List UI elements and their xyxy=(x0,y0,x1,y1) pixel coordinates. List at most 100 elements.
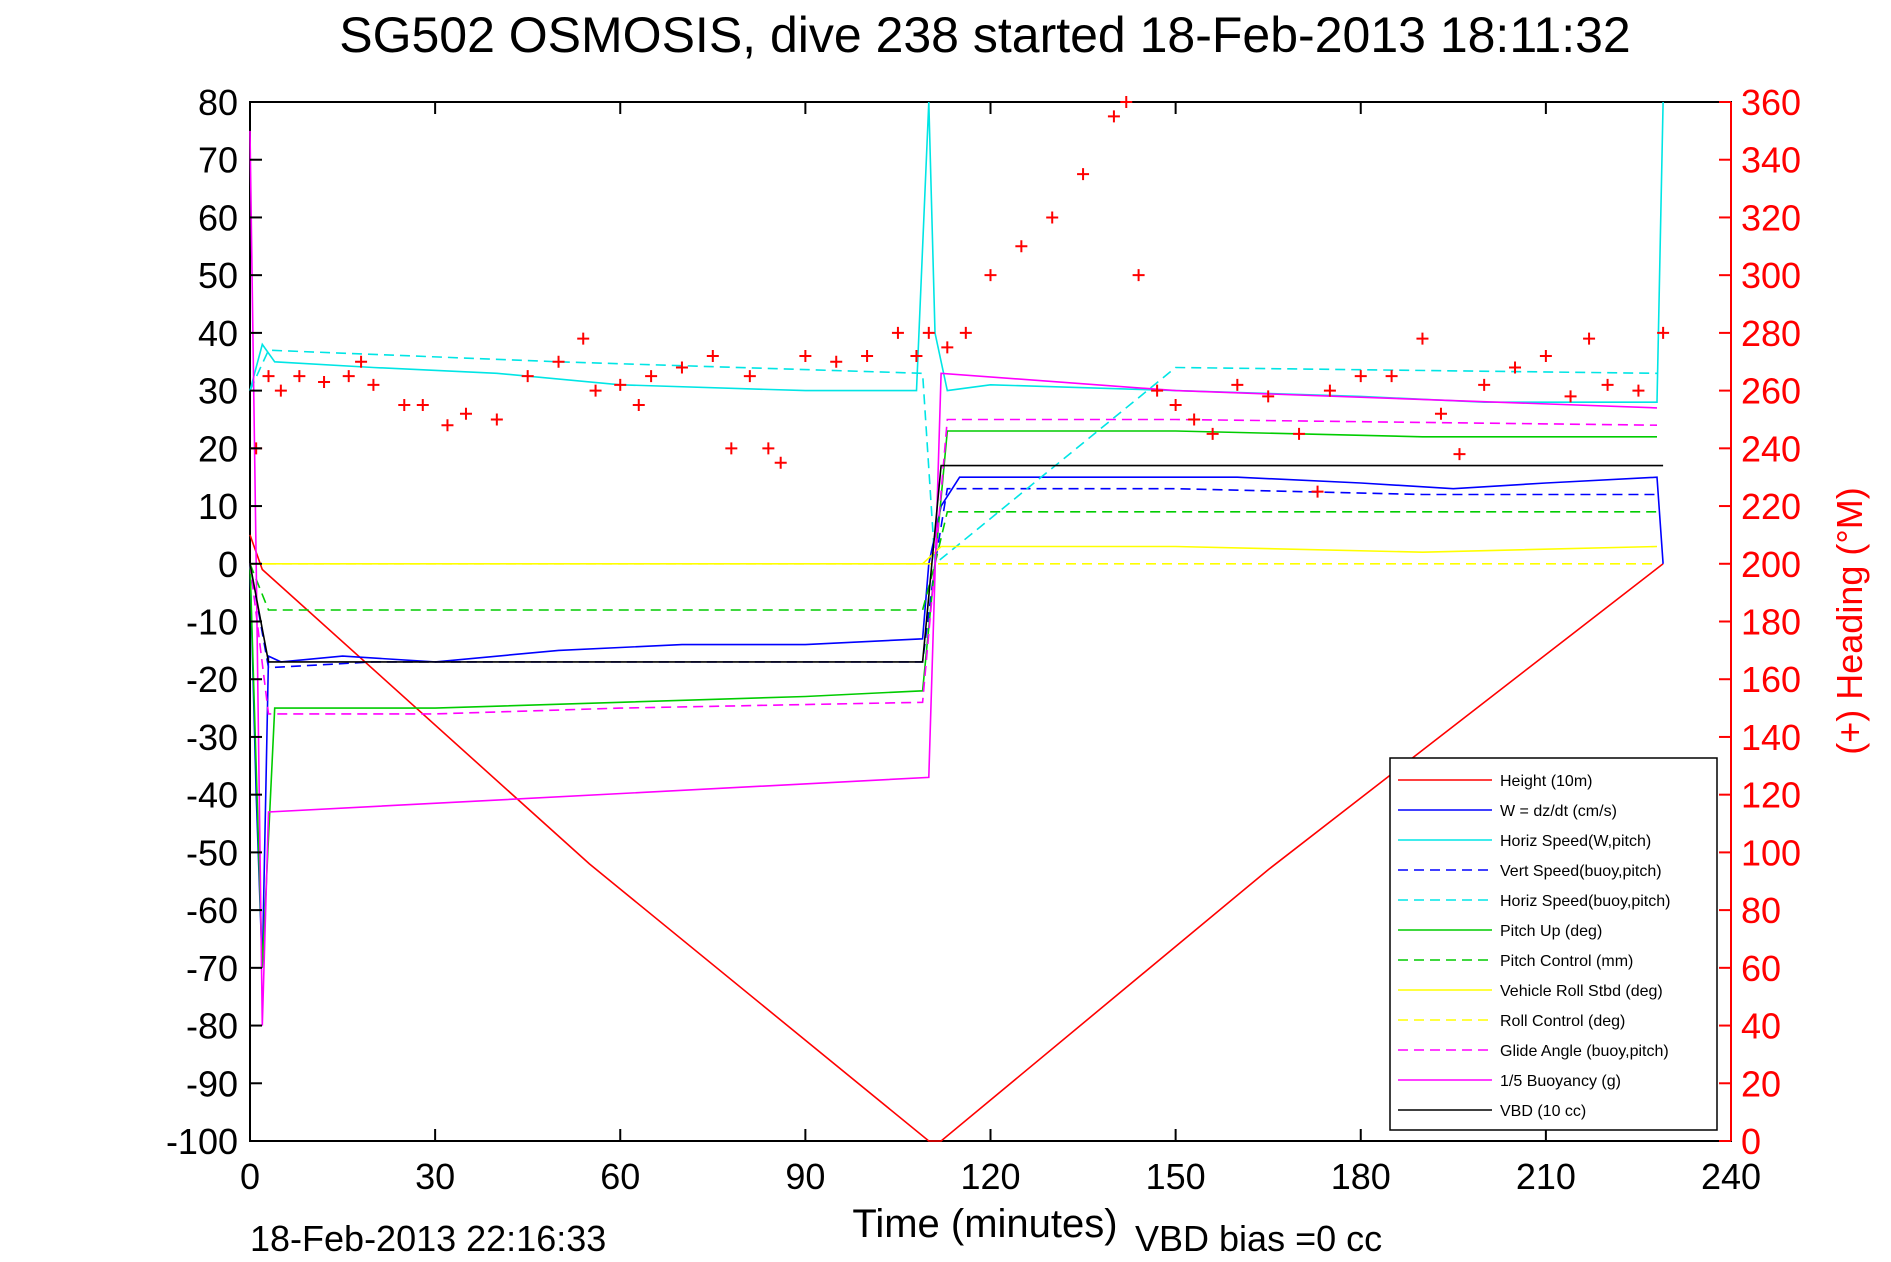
y-tick-label: -30 xyxy=(186,717,238,758)
heading-point xyxy=(1657,326,1670,339)
y-tick-label: 60 xyxy=(198,197,238,238)
y-axis-left: 80 70 60 50 40 30 20 10 0 -10 -20 -30 -40 -50 -60 -70 -8… xyxy=(166,82,262,1162)
x-tick-label: 240 xyxy=(1701,1156,1761,1197)
heading-point xyxy=(1509,361,1522,374)
y2-tick-label: 0 xyxy=(1741,1121,1761,1162)
heading-point xyxy=(614,378,627,391)
legend-entry: Horiz Speed(W,pitch) xyxy=(1500,833,1651,850)
heading-point xyxy=(1046,211,1059,224)
y-axis-right: 3603403203002802602402202001801601401201… xyxy=(1719,82,1801,1162)
heading-point xyxy=(799,349,812,362)
y-tick-label: 40 xyxy=(198,313,238,354)
heading-point xyxy=(1539,349,1552,362)
series-group xyxy=(249,101,1664,1142)
y-tick-label: 50 xyxy=(198,255,238,296)
y-tick-label: 20 xyxy=(198,428,238,469)
heading-point xyxy=(293,370,306,383)
heading-point xyxy=(1262,390,1275,403)
y-tick-label: -60 xyxy=(186,890,238,931)
heading-point xyxy=(342,370,355,383)
y2-tick-label: 320 xyxy=(1741,197,1801,238)
y-tick-label: -10 xyxy=(186,602,238,643)
y2-tick-label: 20 xyxy=(1741,1063,1781,1104)
heading-point xyxy=(318,375,331,388)
y-tick-label: -100 xyxy=(166,1121,238,1162)
heading-point xyxy=(910,349,923,362)
heading-point xyxy=(725,442,738,455)
heading-point xyxy=(645,370,658,383)
heading-point xyxy=(521,370,534,383)
heading-point xyxy=(984,269,997,282)
x-tick-label: 150 xyxy=(1146,1156,1206,1197)
legend: Height (10m) W = dz/dt (cm/s) Horiz Speed(… xyxy=(1389,757,1718,1131)
heading-point xyxy=(441,419,454,432)
heading-point xyxy=(1206,427,1219,440)
heading-point xyxy=(355,355,368,368)
heading-markers xyxy=(250,96,1670,498)
footer-timestamp: 18-Feb-2013 22:16:33 xyxy=(250,1218,606,1259)
y2-tick-label: 300 xyxy=(1741,255,1801,296)
heading-point xyxy=(1583,332,1596,345)
series-line-7 xyxy=(250,545,1658,565)
legend-entry: Pitch Up (deg) xyxy=(1500,923,1602,940)
legend-entry: Glide Angle (buoy,pitch) xyxy=(1500,1043,1669,1060)
heading-point xyxy=(577,332,590,345)
heading-point xyxy=(774,456,787,469)
series-line-9 xyxy=(249,418,1658,715)
y2-tick-label: 140 xyxy=(1741,717,1801,758)
heading-point xyxy=(398,399,411,412)
heading-point xyxy=(1188,413,1201,426)
series-line-5 xyxy=(249,430,1657,968)
heading-point xyxy=(861,349,874,362)
y2-tick-label: 160 xyxy=(1741,659,1801,700)
y2-tick-label: 220 xyxy=(1741,486,1801,527)
y2-tick-label: 100 xyxy=(1741,832,1801,873)
series-line-4 xyxy=(249,349,1658,566)
legend-box xyxy=(1389,757,1718,1131)
y-tick-label: 80 xyxy=(198,82,238,123)
legend-entry: Vert Speed(buoy,pitch) xyxy=(1500,863,1662,880)
heading-point xyxy=(743,370,756,383)
y2-tick-label: 280 xyxy=(1741,313,1801,354)
y-tick-label: 70 xyxy=(198,140,238,181)
heading-point xyxy=(941,341,954,354)
heading-point xyxy=(922,326,935,339)
legend-entry: Roll Control (deg) xyxy=(1500,1013,1625,1030)
x-tick-label: 210 xyxy=(1516,1156,1576,1197)
heading-point xyxy=(1132,269,1145,282)
heading-point xyxy=(762,442,775,455)
y2-tick-label: 120 xyxy=(1741,775,1801,816)
heading-point xyxy=(1151,384,1164,397)
heading-point xyxy=(367,378,380,391)
heading-point xyxy=(262,370,275,383)
y-tick-label: 10 xyxy=(198,486,238,527)
y-tick-label: -80 xyxy=(186,1006,238,1047)
heading-point xyxy=(459,407,472,420)
y2-tick-label: 180 xyxy=(1741,602,1801,643)
heading-point xyxy=(1231,378,1244,391)
y2-tick-label: 260 xyxy=(1741,371,1801,412)
y2-tick-label: 340 xyxy=(1741,140,1801,181)
heading-point xyxy=(1478,378,1491,391)
y2-tick-label: 60 xyxy=(1741,948,1781,989)
series-line-0 xyxy=(249,534,1664,1142)
series-line-6 xyxy=(249,510,1657,611)
heading-point xyxy=(1293,427,1306,440)
x-tick-label: 0 xyxy=(240,1156,260,1197)
heading-point xyxy=(1311,485,1324,498)
y2-tick-label: 40 xyxy=(1741,1006,1781,1047)
legend-entry: W = dz/dt (cm/s) xyxy=(1500,803,1617,820)
x-axis-label: Time (minutes) xyxy=(852,1202,1117,1246)
heading-point xyxy=(1385,370,1398,383)
legend-entry: Height (10m) xyxy=(1500,773,1592,790)
heading-point xyxy=(490,413,503,426)
x-tick-label: 90 xyxy=(785,1156,825,1197)
y-tick-label: 30 xyxy=(198,371,238,412)
legend-entry: Vehicle Roll Stbd (deg) xyxy=(1500,983,1663,1000)
heading-point xyxy=(830,355,843,368)
legend-entry: Horiz Speed(buoy,pitch) xyxy=(1500,893,1670,910)
series-line-10 xyxy=(249,130,1658,1026)
heading-point xyxy=(1107,110,1120,123)
heading-point xyxy=(1632,384,1645,397)
